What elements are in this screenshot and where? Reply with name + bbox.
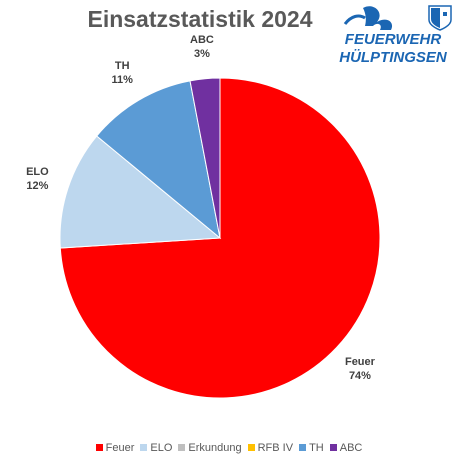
legend-item-elo: ELO [140,442,172,454]
logo-text-line1: FEUERWEHR [345,31,442,48]
legend-swatch [329,444,337,451]
pie-slice-th [96,80,221,240]
data-label-feuer: Feuer 74% [344,356,375,383]
legend-swatch [140,444,148,451]
legend-item-rfb-iv: RFB IV [247,442,294,454]
data-label-th: TH 11% [111,59,133,86]
legend-label: TH [309,442,324,454]
legend-swatch [95,444,103,451]
legend-swatch [178,444,186,451]
logo-text-line2: HÜLPTINGSEN [339,49,448,66]
legend-item-erkundung: Erkundung [178,442,242,454]
legend-label: Erkundung [188,442,242,454]
flame-icon [363,6,393,30]
legend-item-abc: ABC [329,442,363,454]
legend-label: Feuer [105,442,135,454]
data-label-abc: ABC 3% [190,33,214,60]
fire-department-logo: FEUERWEHR HÜLPTINGSEN [339,5,452,66]
legend-label: ABC [339,442,363,454]
pie-slice-abc [189,77,221,239]
legend-label: RFB IV [257,442,294,454]
pie-slice-elo [59,135,222,249]
legend-swatch [247,444,255,451]
legend-label: ELO [150,442,173,454]
data-label-elo: ELO 12% [26,165,49,192]
legend-item-feuer: Feuer [95,442,135,454]
legend: Feuer ELO Erkundung RFB IV TH ABC [0,442,458,454]
chart-title: Einsatzstatistik 2024 [87,6,313,32]
legend-swatch [299,444,307,451]
legend-item-th: TH [299,442,324,454]
coat-of-arms-icon [428,5,452,31]
